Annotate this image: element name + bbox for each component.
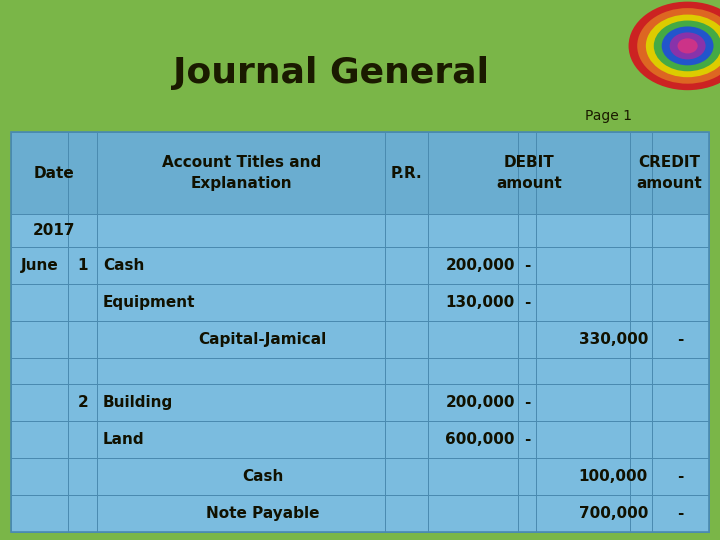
Text: 330,000: 330,000 <box>579 332 648 347</box>
Circle shape <box>678 38 698 53</box>
Circle shape <box>670 32 706 59</box>
Bar <box>11 214 709 247</box>
Text: Cash: Cash <box>242 469 284 484</box>
Text: 600,000: 600,000 <box>445 432 515 447</box>
Text: 1: 1 <box>78 258 88 273</box>
FancyBboxPatch shape <box>0 3 720 140</box>
Text: Journal General: Journal General <box>174 56 489 90</box>
Text: Capital-Jamical: Capital-Jamical <box>199 332 327 347</box>
Text: 2017: 2017 <box>32 223 76 238</box>
Text: -: - <box>524 295 531 310</box>
Bar <box>11 132 709 214</box>
Text: Equipment: Equipment <box>103 295 195 310</box>
Circle shape <box>637 8 720 84</box>
Text: Explanation: Explanation <box>190 176 292 191</box>
Circle shape <box>646 15 720 77</box>
Text: -: - <box>678 506 683 521</box>
Text: 200,000: 200,000 <box>445 395 515 410</box>
Text: June: June <box>21 258 58 273</box>
Circle shape <box>654 21 720 71</box>
Text: P.R.: P.R. <box>391 165 423 180</box>
Bar <box>11 495 709 532</box>
Text: -: - <box>524 432 531 447</box>
Text: amount: amount <box>636 176 703 191</box>
Bar <box>11 358 709 384</box>
Text: Account Titles and: Account Titles and <box>161 154 321 170</box>
Text: 100,000: 100,000 <box>579 469 648 484</box>
Text: 130,000: 130,000 <box>446 295 515 310</box>
Text: 200,000: 200,000 <box>445 258 515 273</box>
Text: Cash: Cash <box>103 258 144 273</box>
Circle shape <box>629 2 720 90</box>
Text: Note Payable: Note Payable <box>206 506 320 521</box>
Text: 2: 2 <box>78 395 88 410</box>
Bar <box>11 247 709 284</box>
Bar <box>11 421 709 458</box>
Text: amount: amount <box>496 176 562 191</box>
Bar <box>11 284 709 321</box>
Bar <box>11 132 709 532</box>
Text: CREDIT: CREDIT <box>639 154 701 170</box>
Text: DEBIT: DEBIT <box>504 154 554 170</box>
Text: -: - <box>678 469 683 484</box>
Bar <box>11 321 709 358</box>
Text: Page 1: Page 1 <box>585 109 632 123</box>
Text: Date: Date <box>34 165 74 180</box>
Text: -: - <box>524 395 531 410</box>
Text: -: - <box>524 258 531 273</box>
Text: -: - <box>678 332 683 347</box>
Bar <box>11 384 709 421</box>
Text: 700,000: 700,000 <box>579 506 648 521</box>
Circle shape <box>662 26 714 65</box>
Bar <box>11 458 709 495</box>
Text: Building: Building <box>103 395 174 410</box>
Text: Land: Land <box>103 432 145 447</box>
